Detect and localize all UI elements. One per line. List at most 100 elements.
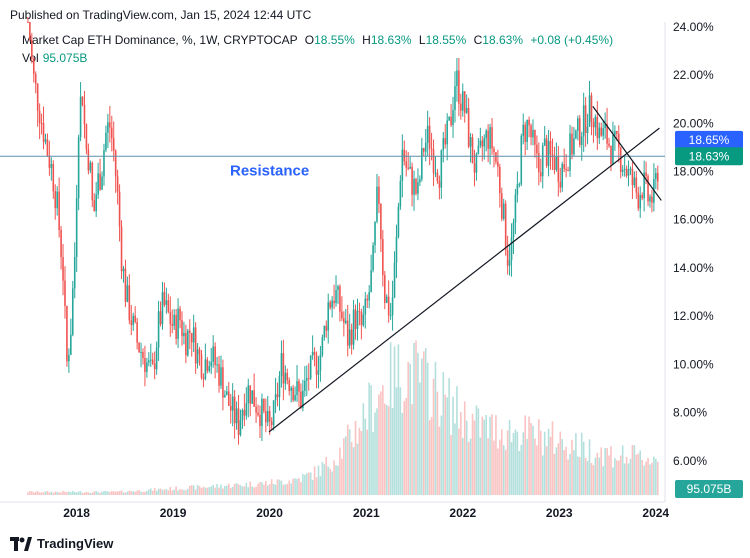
candle-body (610, 145, 612, 164)
high-value: 18.63% (370, 33, 412, 47)
candle-body (198, 349, 201, 355)
candle-body (426, 125, 429, 143)
volume-bar (241, 486, 244, 495)
candle-body (631, 168, 634, 186)
candle-body (42, 123, 45, 142)
volume-bar (446, 397, 448, 495)
candle-body (40, 122, 43, 124)
y-tick-label: 20.00% (673, 116, 714, 130)
volume-bar (327, 466, 330, 495)
candle-body (567, 170, 569, 172)
candle-body (227, 391, 230, 406)
candle-body (124, 268, 127, 302)
volume-bar (317, 465, 320, 495)
candle-body (586, 126, 589, 134)
symbol-label: Market Cap ETH Dominance, %, 1W, CRYPTOC… (22, 33, 298, 47)
candle-body (153, 363, 156, 370)
candle-body (171, 324, 174, 326)
candle-body (467, 107, 470, 147)
brand-label: TradingView (37, 536, 114, 551)
volume-bar (245, 482, 248, 495)
candle-body (247, 385, 250, 404)
volume-bar (497, 448, 499, 495)
candle-body (512, 222, 515, 238)
candle-body (270, 421, 273, 426)
candle-body (161, 292, 164, 325)
candle-body (81, 96, 84, 105)
volume-bar (399, 387, 402, 495)
candle-body (163, 292, 166, 305)
candle-body (50, 164, 53, 168)
volume-bar (132, 491, 135, 495)
candle-body (481, 140, 484, 147)
open-label: O (304, 33, 315, 47)
volume-bar (555, 447, 558, 495)
candle-body (296, 381, 298, 396)
candle-body (616, 130, 618, 134)
candle-body (348, 329, 351, 346)
candle-body (477, 145, 480, 155)
x-tick-label: 2024 (642, 506, 669, 520)
volume-bar (265, 480, 267, 495)
candle-body (559, 181, 562, 188)
volume-bar (557, 443, 560, 495)
candle-body (313, 351, 316, 356)
volume-bar (385, 405, 388, 495)
volume-bar (138, 489, 140, 495)
candle-body (594, 116, 597, 128)
candle-body (204, 359, 207, 379)
change-value: +0.08 (+0.45%) (530, 33, 614, 47)
candle-body (582, 105, 585, 137)
x-tick-label: 2020 (256, 506, 283, 520)
volume-bar (167, 490, 170, 495)
volume-bar (183, 489, 185, 495)
volume-bar (413, 343, 415, 495)
candle-body (475, 154, 478, 173)
candle-body (226, 391, 228, 396)
volume-bar (153, 488, 156, 495)
candle-body (368, 291, 370, 301)
candle-body (456, 70, 458, 87)
candle-body (155, 347, 158, 370)
volume-bar (565, 446, 567, 495)
candle-body (621, 169, 624, 172)
volume-bar (633, 445, 636, 495)
candle-body (479, 140, 482, 146)
volume-bar (173, 489, 175, 495)
volume-bar (639, 450, 642, 495)
volume-bar (179, 489, 181, 495)
volume-bar (282, 484, 285, 495)
candle-body (444, 138, 447, 145)
volume-bar (452, 396, 454, 495)
candle-body (325, 325, 328, 331)
volume-bar (70, 492, 72, 495)
volume-bar (161, 489, 164, 495)
published-header: Published on TradingView.com, Jan 15, 20… (10, 8, 312, 22)
volume-bar (508, 419, 511, 495)
candle-body (391, 297, 394, 316)
volume-bar (374, 412, 376, 495)
volume-bar (573, 450, 575, 495)
candle-body (292, 387, 294, 401)
candle-body (278, 376, 281, 398)
volume-bar (366, 429, 369, 495)
volume-bar (358, 427, 361, 495)
tradingview-logo[interactable]: TradingView (10, 536, 113, 551)
candle-body (282, 353, 285, 384)
volume-bar (208, 487, 211, 495)
volume-bar (118, 491, 121, 495)
candle-body (175, 314, 177, 339)
volume-bar (165, 488, 168, 495)
candle-body (114, 150, 117, 177)
candle-body (534, 129, 536, 145)
candle-body (604, 124, 606, 129)
candle-body (500, 193, 503, 219)
candle-body (575, 130, 577, 139)
candle-body (105, 132, 107, 151)
volume-bar (304, 474, 306, 495)
candle-body (331, 300, 333, 308)
candle-body (284, 372, 287, 384)
volume-bar (614, 458, 616, 495)
candle-body (62, 256, 64, 281)
